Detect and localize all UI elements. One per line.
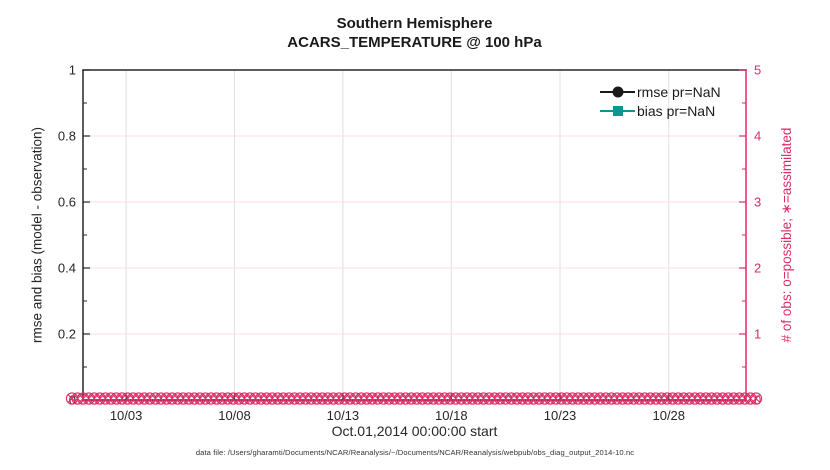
x-axis-label: Oct.01,2014 00:00:00 start <box>331 423 498 439</box>
gridlines <box>83 70 746 400</box>
svg-text:1: 1 <box>69 63 76 78</box>
svg-text:10/28: 10/28 <box>652 408 685 423</box>
chart-subtitle: ACARS_TEMPERATURE @ 100 hPa <box>287 34 542 51</box>
obs-count-markers <box>65 392 763 405</box>
legend: rmse pr=NaN bias pr=NaN <box>600 82 721 120</box>
svg-text:1: 1 <box>754 327 761 342</box>
svg-text:4: 4 <box>754 129 761 144</box>
svg-text:10/08: 10/08 <box>218 408 251 423</box>
legend-item-bias: bias pr=NaN <box>600 101 721 120</box>
bias-legend-swatch <box>600 101 635 120</box>
bias-square-marker-icon <box>612 105 623 116</box>
svg-text:0.2: 0.2 <box>58 327 76 342</box>
legend-item-rmse: rmse pr=NaN <box>600 82 721 101</box>
svg-text:0.8: 0.8 <box>58 129 76 144</box>
svg-text:10/23: 10/23 <box>544 408 577 423</box>
rmse-legend-label: rmse pr=NaN <box>637 83 721 100</box>
svg-text:5: 5 <box>754 63 761 78</box>
bias-legend-label: bias pr=NaN <box>637 102 716 119</box>
svg-text:0.4: 0.4 <box>58 261 76 276</box>
svg-text:10/03: 10/03 <box>110 408 143 423</box>
chart-title: Southern Hemisphere <box>336 15 493 32</box>
svg-text:10/18: 10/18 <box>435 408 468 423</box>
rmse-legend-swatch <box>600 82 635 101</box>
title-block: Southern Hemisphere ACARS_TEMPERATURE @ … <box>83 14 746 52</box>
svg-text:0.6: 0.6 <box>58 195 76 210</box>
svg-text:3: 3 <box>754 195 761 210</box>
svg-text:10/13: 10/13 <box>327 408 360 423</box>
svg-text:2: 2 <box>754 261 761 276</box>
data-file-caption: data file: /Users/gharamti/Documents/NCA… <box>195 448 635 457</box>
rmse-circle-marker-icon <box>612 86 623 97</box>
